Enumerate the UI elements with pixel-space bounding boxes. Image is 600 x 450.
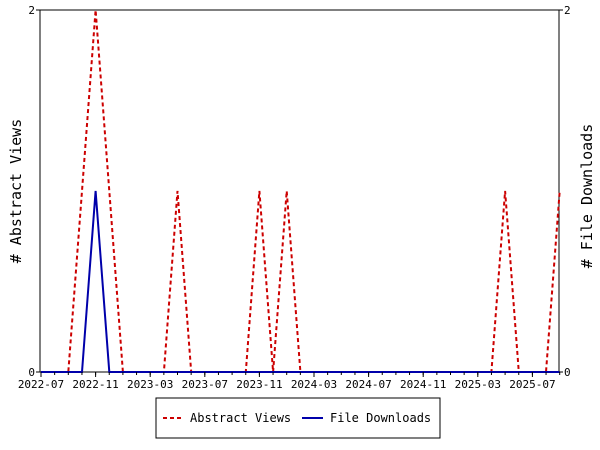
x-tick-label: 2023-03	[127, 378, 173, 391]
x-tick-label: 2023-11	[236, 378, 282, 391]
x-tick-label: 2024-03	[291, 378, 337, 391]
y-left-axis: 02	[28, 4, 40, 379]
legend: Abstract Views File Downloads	[155, 397, 441, 439]
y-left-tick-label: 2	[28, 4, 35, 17]
plot-frame	[39, 9, 560, 373]
y-right-axis: 02	[559, 4, 571, 379]
legend-label-abstract-views: Abstract Views	[190, 411, 291, 425]
legend-box	[155, 397, 441, 439]
x-tick-label: 2025-07	[509, 378, 555, 391]
x-tick-label: 2022-07	[18, 378, 64, 391]
y-right-axis-title: # File Downloads	[578, 124, 596, 269]
x-tick-label: 2025-03	[455, 378, 501, 391]
x-tick-label: 2024-07	[345, 378, 391, 391]
x-tick-label: 2022-11	[72, 378, 118, 391]
plot-area	[39, 9, 560, 373]
x-tick-label: 2024-11	[400, 378, 446, 391]
y-left-tick-label: 0	[28, 366, 35, 379]
y-right-tick-label: 0	[564, 366, 571, 379]
x-axis: 2022-07 2022-11 2023-03 2023-07 2023-11 2024-…	[18, 372, 561, 391]
x-tick-label: 2023-07	[182, 378, 228, 391]
y-right-tick-label: 2	[564, 4, 571, 17]
legend-label-file-downloads: File Downloads	[330, 411, 431, 425]
y-left-axis-title: # Abstract Views	[7, 119, 25, 264]
